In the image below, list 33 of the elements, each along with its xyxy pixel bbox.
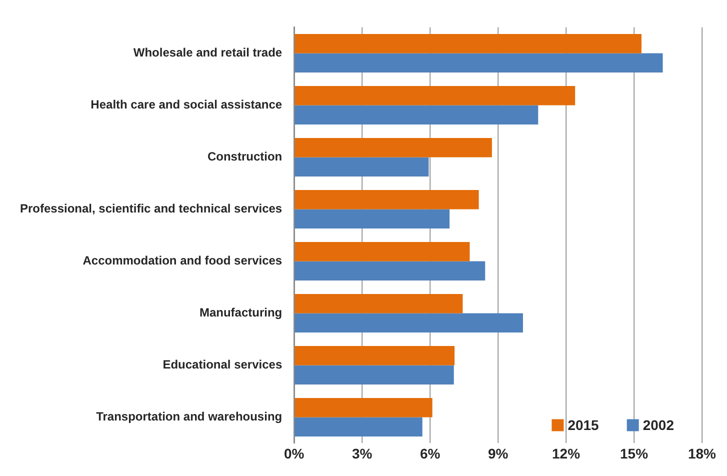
x-tick-label: 18% — [688, 445, 717, 462]
bar — [294, 294, 463, 314]
bar — [294, 242, 470, 262]
bar — [294, 190, 479, 210]
bar — [294, 346, 455, 366]
y-tick-label: Manufacturing — [199, 306, 282, 320]
bar — [294, 34, 642, 54]
y-tick-label: Transportation and warehousing — [96, 410, 282, 424]
bar — [294, 105, 538, 124]
bar — [294, 365, 454, 384]
bar — [294, 417, 422, 436]
x-tick-label: 6% — [420, 445, 441, 462]
bar — [294, 261, 486, 280]
x-tick-label: 9% — [488, 445, 509, 462]
bar — [294, 398, 432, 418]
x-tick-label: 0% — [284, 445, 305, 462]
bar — [294, 53, 663, 72]
x-tick-label: 15% — [620, 445, 649, 462]
y-tick-label: Construction — [207, 150, 282, 164]
bar — [294, 86, 576, 106]
y-tick-label: Wholesale and retail trade — [133, 46, 282, 60]
bar — [294, 138, 492, 158]
bar — [294, 209, 450, 228]
bar — [294, 157, 429, 176]
y-tick-label: Educational services — [162, 358, 282, 372]
legend-label: 2002 — [642, 417, 674, 434]
bar — [294, 313, 523, 332]
legend-label: 2015 — [568, 417, 600, 434]
x-tick-label: 3% — [352, 445, 373, 462]
y-tick-label: Accommodation and food services — [82, 254, 282, 268]
y-tick-label: Health care and social assistance — [90, 98, 282, 112]
y-tick-label: Professional, scientific and technical services — [20, 202, 282, 216]
x-tick-label: 12% — [552, 445, 581, 462]
